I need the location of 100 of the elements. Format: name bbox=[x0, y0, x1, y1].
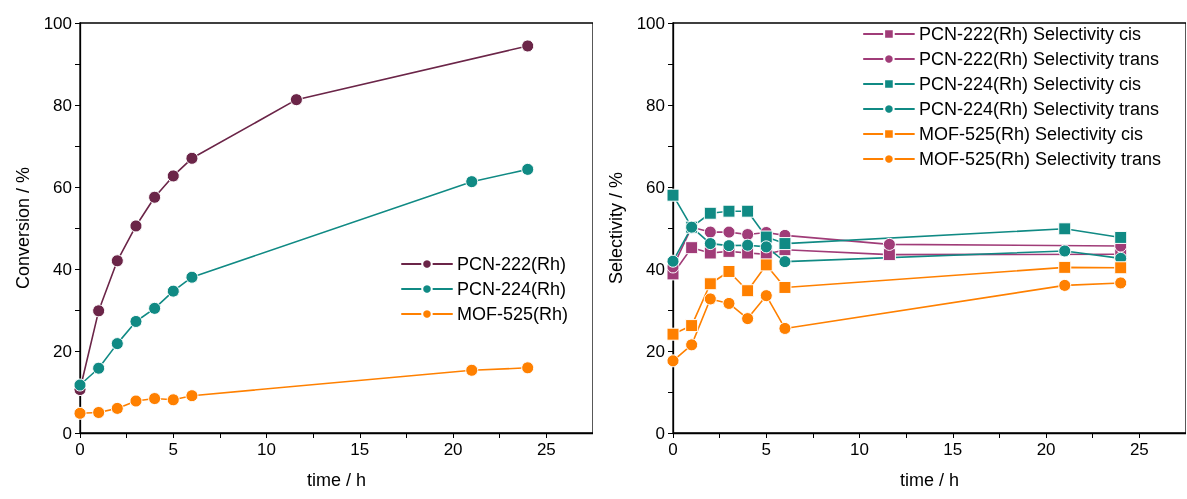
point bbox=[1114, 276, 1128, 290]
point bbox=[759, 258, 773, 272]
point bbox=[778, 255, 792, 269]
y-tick-label: 100 bbox=[636, 13, 665, 33]
point bbox=[778, 321, 792, 335]
point bbox=[1058, 244, 1072, 258]
point bbox=[92, 361, 106, 375]
y-tick-label: 0 bbox=[655, 423, 665, 443]
point bbox=[703, 206, 717, 220]
point bbox=[722, 204, 736, 218]
legend-label: PCN-224(Rh) bbox=[456, 279, 567, 299]
legend-label: MOF-525(Rh) Selectivity trans bbox=[918, 149, 1161, 169]
point bbox=[1058, 278, 1072, 292]
point bbox=[166, 169, 180, 183]
point bbox=[741, 312, 755, 326]
point bbox=[73, 378, 87, 392]
legend-label: PCN-222(Rh) Selectivity cis bbox=[918, 24, 1141, 44]
point bbox=[465, 363, 479, 377]
x-tick-label: 25 bbox=[536, 440, 556, 459]
point bbox=[759, 289, 773, 303]
point bbox=[110, 254, 124, 268]
point bbox=[289, 93, 303, 107]
point bbox=[148, 392, 162, 406]
point bbox=[185, 151, 199, 165]
x-tick-label: 20 bbox=[1036, 440, 1056, 459]
point bbox=[759, 240, 773, 254]
x-tick-label: 20 bbox=[443, 440, 463, 459]
y-tick-label: 60 bbox=[53, 177, 72, 197]
y-tick-label: 40 bbox=[53, 259, 72, 279]
x-axis-title: time / h bbox=[899, 470, 960, 490]
y-tick-label: 0 bbox=[62, 423, 72, 443]
y-tick-label: 80 bbox=[53, 95, 72, 115]
y-tick-label: 100 bbox=[43, 13, 72, 33]
x-tick-label: 10 bbox=[257, 440, 277, 459]
point bbox=[703, 237, 717, 251]
legend-label: MOF-525(Rh) bbox=[456, 304, 568, 324]
y-axis-title: Selectivity / % bbox=[606, 171, 626, 285]
point bbox=[685, 319, 699, 333]
point bbox=[92, 304, 106, 318]
point bbox=[666, 188, 680, 202]
point bbox=[73, 406, 87, 420]
point bbox=[778, 237, 792, 251]
point bbox=[685, 241, 699, 255]
legend-label: PCN-222(Rh) bbox=[456, 254, 567, 274]
point bbox=[1058, 222, 1072, 236]
point bbox=[703, 277, 717, 291]
point bbox=[722, 239, 736, 253]
y-tick-label: 20 bbox=[646, 341, 665, 361]
point bbox=[722, 264, 736, 278]
legend-label: PCN-222(Rh) Selectivity trans bbox=[918, 49, 1160, 69]
point bbox=[666, 254, 680, 268]
point bbox=[722, 296, 736, 310]
x-axis-title: time / h bbox=[306, 470, 367, 490]
point bbox=[1114, 230, 1128, 244]
x-tick-label: 15 bbox=[350, 440, 370, 459]
point bbox=[185, 270, 199, 284]
point bbox=[741, 228, 755, 242]
point bbox=[148, 301, 162, 315]
legend-label: PCN-224(Rh) Selectivity cis bbox=[918, 74, 1141, 94]
point bbox=[129, 314, 143, 328]
point bbox=[703, 225, 717, 239]
x-tick-label: 10 bbox=[850, 440, 870, 459]
x-tick-label: 5 bbox=[761, 440, 772, 459]
x-tick-label: 0 bbox=[668, 440, 678, 459]
y-tick-label: 80 bbox=[646, 95, 665, 115]
x-tick-label: 0 bbox=[75, 440, 85, 459]
point bbox=[521, 361, 535, 375]
y-tick-label: 60 bbox=[646, 177, 665, 197]
point bbox=[185, 389, 199, 403]
point bbox=[741, 284, 755, 298]
point bbox=[521, 39, 535, 53]
point bbox=[1058, 260, 1072, 274]
point bbox=[465, 175, 479, 189]
x-tick-label: 15 bbox=[943, 440, 963, 459]
point bbox=[521, 162, 535, 176]
point bbox=[778, 280, 792, 294]
point bbox=[148, 190, 162, 204]
point bbox=[92, 406, 106, 419]
point bbox=[703, 292, 717, 306]
point bbox=[1114, 261, 1128, 275]
point bbox=[666, 327, 680, 341]
x-tick-label: 5 bbox=[168, 440, 179, 459]
point bbox=[685, 338, 699, 352]
x-tick-label: 25 bbox=[1129, 440, 1149, 459]
y-tick-label: 20 bbox=[53, 341, 72, 361]
point bbox=[741, 238, 755, 252]
point bbox=[110, 401, 124, 415]
legend-label: MOF-525(Rh) Selectivity cis bbox=[918, 124, 1143, 144]
point bbox=[666, 354, 680, 368]
point bbox=[166, 393, 180, 407]
point bbox=[741, 204, 755, 218]
y-axis-title: Conversion / % bbox=[13, 166, 33, 290]
point bbox=[166, 284, 180, 298]
y-tick-label: 40 bbox=[646, 259, 665, 279]
point bbox=[129, 394, 143, 408]
point bbox=[129, 219, 143, 233]
point bbox=[110, 337, 124, 351]
point bbox=[882, 237, 896, 251]
point bbox=[722, 225, 736, 239]
legend-label: PCN-224(Rh) Selectivity trans bbox=[918, 99, 1160, 119]
